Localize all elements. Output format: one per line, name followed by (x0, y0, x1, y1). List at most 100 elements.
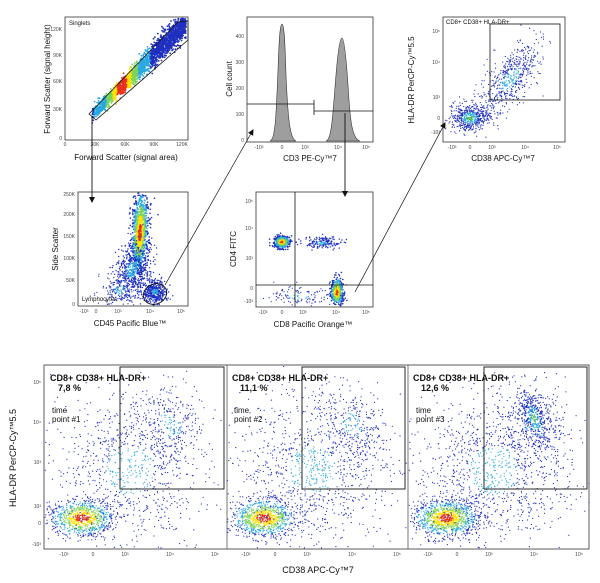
x-tick: 0 (469, 145, 472, 151)
event-dot (137, 259, 140, 261)
event-dot (466, 122, 468, 124)
event-dot (522, 42, 524, 45)
event-dot (120, 87, 123, 90)
event-dot (480, 117, 482, 120)
event-dot (115, 269, 117, 272)
event-dot (474, 96, 476, 98)
event-dot (140, 280, 143, 282)
event-dot (480, 111, 482, 113)
event-dot (92, 119, 95, 122)
event-dot (477, 112, 479, 114)
event-dot (489, 115, 491, 117)
y-tick: 10³ (433, 95, 441, 101)
event-dot (521, 75, 524, 77)
event-dot (143, 274, 145, 276)
event-dot (454, 119, 456, 121)
event-dot (119, 269, 121, 271)
event-dot (497, 80, 499, 82)
event-dot (522, 102, 524, 104)
event-dot (166, 52, 168, 55)
event-dot (133, 267, 135, 270)
event-dot (499, 91, 501, 93)
event-dot (492, 100, 494, 102)
event-dot (165, 47, 168, 49)
event-dot (501, 100, 503, 102)
event-dot (532, 65, 535, 67)
event-dot (456, 121, 458, 123)
event-dot (526, 67, 528, 70)
event-dot (135, 250, 137, 252)
event-dot (144, 239, 146, 241)
event-dot (470, 110, 472, 112)
event-dot (135, 281, 137, 284)
event-dot (154, 62, 157, 64)
event-dot (106, 102, 109, 105)
event-dot (132, 83, 135, 86)
event-dot (476, 108, 478, 110)
event-dot (132, 80, 135, 83)
event-dot (460, 120, 462, 122)
event-dot (451, 126, 453, 128)
event-dot (505, 71, 507, 73)
event-dot (152, 271, 155, 274)
event-dot (115, 91, 118, 93)
event-dot (174, 18, 177, 21)
event-dot (140, 196, 142, 198)
event-dot (95, 115, 98, 118)
event-dot (521, 49, 523, 52)
event-dot (518, 41, 520, 44)
event-dot (539, 73, 541, 75)
event-dot (498, 92, 500, 94)
event-dot (138, 199, 141, 201)
event-dot (122, 263, 125, 265)
event-dot (496, 95, 498, 97)
event-dot (141, 252, 143, 255)
event-dot (149, 281, 151, 283)
event-dot (508, 108, 510, 110)
event-dot (117, 273, 119, 276)
event-dot (140, 63, 143, 65)
event-dot (510, 56, 512, 58)
event-dot (460, 117, 463, 119)
event-dot (132, 270, 134, 272)
event-dot (450, 106, 452, 108)
event-dot (497, 84, 499, 87)
event-dot (459, 124, 461, 126)
event-dot (121, 245, 123, 247)
event-dot (142, 244, 144, 246)
event-dot (169, 35, 172, 38)
event-dot (153, 36, 156, 38)
event-dot (475, 102, 477, 104)
event-dot (153, 197, 156, 199)
event-dot (148, 278, 150, 281)
event-dot (180, 23, 183, 25)
event-dot (467, 124, 469, 126)
event-dot (138, 223, 140, 226)
event-dot (530, 60, 532, 62)
event-dot (132, 251, 135, 253)
event-dot (135, 209, 137, 212)
event-dot (529, 71, 531, 73)
event-dot (140, 236, 142, 238)
event-dot (124, 267, 126, 269)
event-dot (155, 56, 158, 58)
event-dot (493, 84, 495, 86)
event-dot (482, 107, 485, 109)
event-dot (159, 41, 162, 44)
event-dot (134, 197, 137, 200)
event-dot (137, 236, 139, 238)
event-dot (531, 65, 533, 67)
event-dot (483, 110, 485, 112)
event-dot (141, 286, 144, 289)
event-dot (93, 115, 96, 118)
event-dot (167, 28, 170, 31)
event-dot (503, 81, 505, 83)
event-dot (146, 272, 149, 274)
event-dot (489, 116, 491, 118)
event-dot (139, 275, 141, 277)
event-dot (465, 121, 467, 123)
event-dot (128, 245, 131, 248)
event-dot (466, 106, 468, 109)
event-dot (463, 113, 465, 116)
event-dot (124, 281, 126, 283)
